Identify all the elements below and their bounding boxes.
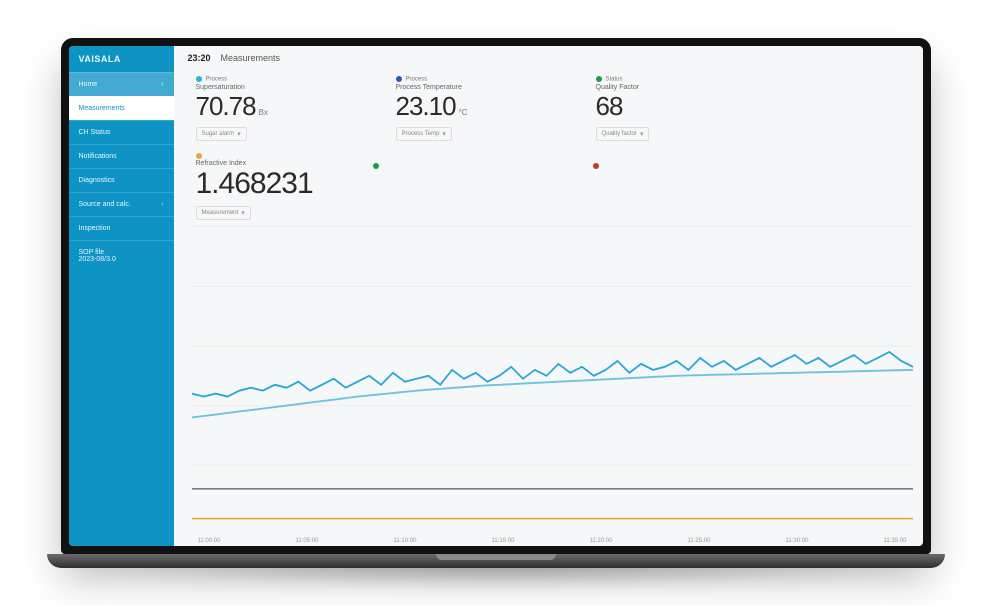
metric-top: Process bbox=[406, 76, 428, 82]
sidebar-home-label: Home bbox=[79, 81, 98, 88]
sidebar-collapse-handle[interactable] bbox=[69, 508, 77, 534]
indicator-dots bbox=[373, 163, 603, 169]
sidebar-home[interactable]: Home › bbox=[69, 72, 174, 96]
laptop-base bbox=[47, 554, 945, 568]
metric-foot-dropdown[interactable]: Quality factor▾ bbox=[596, 127, 650, 141]
x-tick-label: 11:05:00 bbox=[296, 538, 319, 544]
metric-cards: Process Supersaturation70.78Bx Sugar alarm… bbox=[174, 70, 923, 146]
sidebar-item[interactable]: Diagnostics bbox=[69, 168, 174, 192]
chevron-right-icon: › bbox=[161, 201, 163, 208]
refractive-foot[interactable]: Measurement▾ bbox=[196, 206, 251, 220]
refractive-card: Refractive Index 1.468231 Measurement▾ bbox=[196, 153, 313, 220]
metric-unit: °C bbox=[459, 108, 468, 117]
trend-chart: 11:00:00 11:05:00 11:10:00 11:15:00 11:20:00… bbox=[192, 226, 913, 546]
chart-x-axis: 11:00:00 11:05:00 11:10:00 11:15:00 11:20:00… bbox=[192, 538, 913, 544]
metric-label: Process Temperature bbox=[396, 84, 536, 91]
metric-value: 70.78 bbox=[196, 91, 256, 122]
status-dot-icon bbox=[396, 76, 402, 82]
metric-value: 23.10 bbox=[396, 91, 456, 122]
x-tick-label: 11:25:00 bbox=[688, 538, 711, 544]
x-tick-label: 11:15:00 bbox=[492, 538, 515, 544]
secondary-row: Refractive Index 1.468231 Measurement▾ bbox=[174, 145, 923, 222]
topbar: 23:20 Measurements bbox=[174, 46, 923, 70]
status-dot-icon bbox=[593, 163, 599, 169]
metric-foot-dropdown[interactable]: Process Temp▾ bbox=[396, 127, 452, 141]
metric-foot-dropdown[interactable]: Sugar alarm▾ bbox=[196, 127, 247, 141]
sidebar-item[interactable]: SOP file 2023-08/3.0 bbox=[69, 240, 174, 271]
metric-top: Process bbox=[206, 76, 228, 82]
status-dot-icon bbox=[196, 76, 202, 82]
metric-card: Status Quality Factor68 Quality factor▾ bbox=[596, 76, 736, 142]
metric-card: Process Supersaturation70.78Bx Sugar alarm… bbox=[196, 76, 336, 142]
chevron-down-icon: ▾ bbox=[241, 209, 245, 217]
chevron-down-icon: ▾ bbox=[442, 130, 446, 138]
refractive-label: Refractive Index bbox=[196, 160, 313, 167]
laptop-frame: VAISALA Home › Measurements CH Status Noti… bbox=[61, 38, 931, 568]
x-tick-label: 11:10:00 bbox=[394, 538, 417, 544]
sidebar-item-label: Notifications bbox=[79, 153, 117, 160]
x-tick-label: 11:30:00 bbox=[786, 538, 809, 544]
sidebar-item[interactable]: Source and calc. › bbox=[69, 192, 174, 216]
sidebar-item[interactable]: Measurements bbox=[69, 96, 174, 120]
x-tick-label: 11:00:00 bbox=[198, 538, 221, 544]
sidebar-item-label: CH Status bbox=[79, 129, 111, 136]
sidebar-item-label: Inspection bbox=[79, 225, 111, 232]
metric-value: 68 bbox=[596, 91, 623, 122]
sidebar-item[interactable]: Inspection bbox=[69, 216, 174, 240]
metric-label: Supersaturation bbox=[196, 84, 336, 91]
sidebar-item[interactable]: CH Status bbox=[69, 120, 174, 144]
x-tick-label: 11:20:00 bbox=[590, 538, 613, 544]
chevron-right-icon: › bbox=[161, 81, 163, 88]
x-tick-label: 11:35:00 bbox=[884, 538, 907, 544]
clock: 23:20 bbox=[188, 53, 211, 63]
metric-card: Process Process Temperature23.10°C Process… bbox=[396, 76, 536, 142]
sidebar-item-label: Source and calc. bbox=[79, 201, 131, 208]
refractive-value: 1.468231 bbox=[196, 167, 313, 201]
status-dot-icon bbox=[373, 163, 379, 169]
metric-label: Quality Factor bbox=[596, 84, 736, 91]
chevron-down-icon: ▾ bbox=[640, 130, 644, 138]
status-dot-icon bbox=[596, 76, 602, 82]
sidebar-item-label: Measurements bbox=[79, 105, 125, 112]
page-title: Measurements bbox=[221, 53, 281, 63]
metric-top: Status bbox=[606, 76, 623, 82]
sidebar: VAISALA Home › Measurements CH Status Noti… bbox=[69, 46, 174, 546]
status-dot-icon bbox=[196, 153, 202, 159]
sidebar-item[interactable]: Notifications bbox=[69, 144, 174, 168]
metric-unit: Bx bbox=[259, 108, 268, 117]
main-panel: 23:20 Measurements Process Supersaturatio… bbox=[174, 46, 923, 546]
sidebar-item-label: SOP file 2023-08/3.0 bbox=[79, 249, 116, 263]
app-screen: VAISALA Home › Measurements CH Status Noti… bbox=[69, 46, 923, 546]
chevron-down-icon: ▾ bbox=[237, 130, 241, 138]
sidebar-item-label: Diagnostics bbox=[79, 177, 115, 184]
brand-logo: VAISALA bbox=[69, 46, 174, 72]
